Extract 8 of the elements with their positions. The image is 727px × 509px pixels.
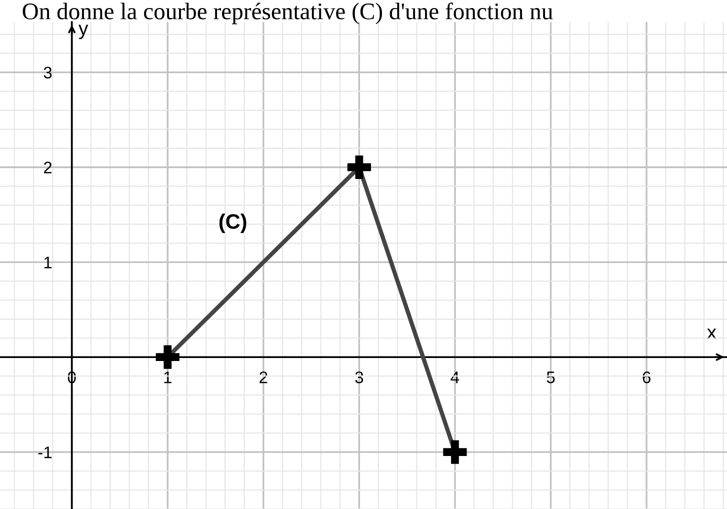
series-label: (C) bbox=[219, 214, 246, 233]
y-tick-label: -1 bbox=[38, 446, 52, 458]
y-axis-title: y bbox=[78, 24, 88, 40]
x-tick-label: 3 bbox=[355, 371, 364, 384]
y-tick-label: 2 bbox=[44, 162, 52, 174]
chart-title: On donne la courbe représentative (C) d'une fonction nu bbox=[22, 2, 553, 24]
y-tick-label: 3 bbox=[44, 66, 52, 79]
y-tick-label: 1 bbox=[44, 256, 52, 268]
